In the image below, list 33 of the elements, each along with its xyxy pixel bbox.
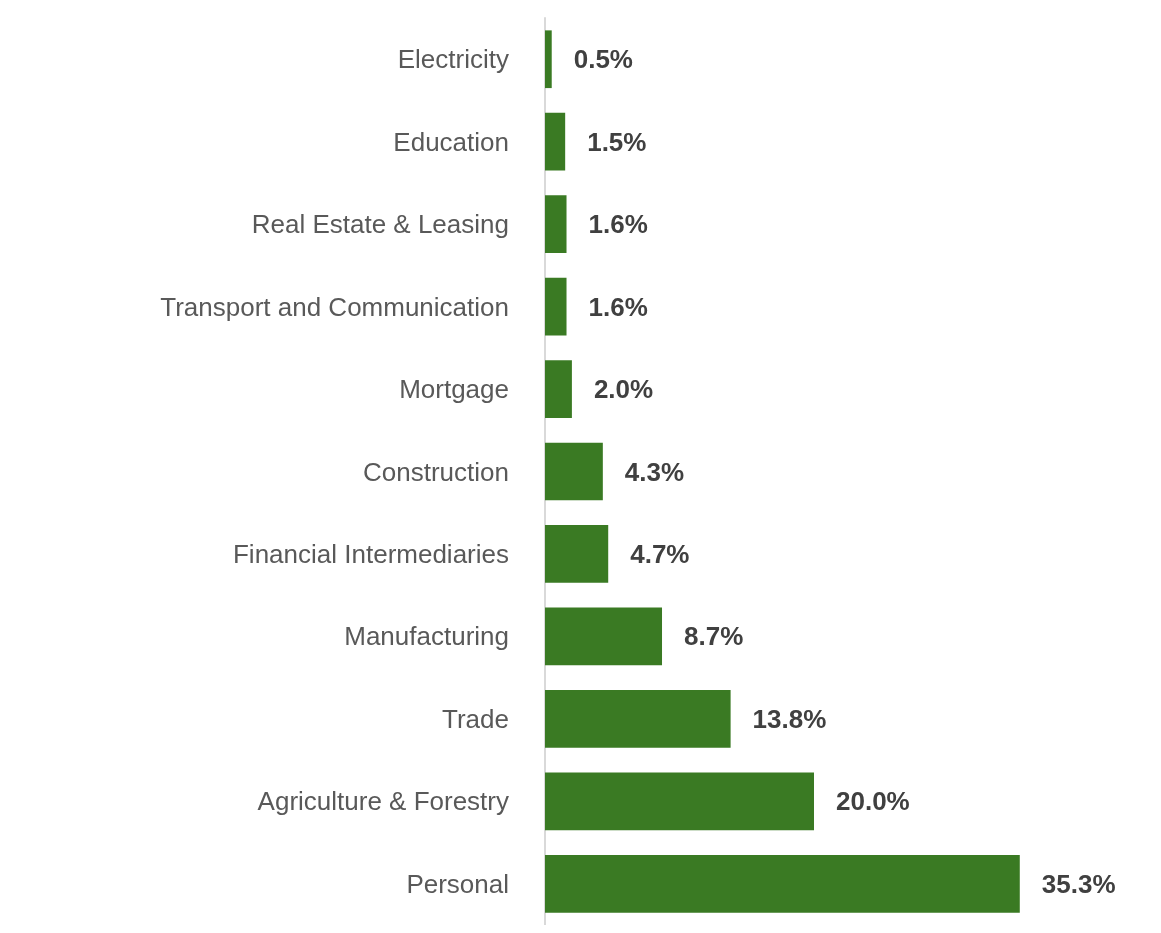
y-tick-label: Mortgage [399,374,509,405]
y-tick-label: Financial Intermediaries [232,538,509,569]
data-label: 1.6% [588,209,648,240]
y-tick-label: Transport and Communication [160,291,509,322]
data-label: 4.7% [630,538,690,569]
y-tick-label: Manufacturing [344,621,509,652]
bar [545,195,567,253]
data-label: 35.3% [1041,868,1116,899]
y-tick-label: Personal [406,868,509,899]
bar [545,112,566,171]
bar [545,277,567,336]
data-label: 1.6% [588,291,648,322]
bar [545,30,552,89]
bar [545,525,609,583]
bar [545,607,663,666]
bar [545,442,603,501]
data-label: 4.3% [624,456,685,487]
data-label: 20.0% [836,786,910,817]
y-tick-label: Construction [363,456,509,487]
bar [545,854,1020,913]
y-tick-label: Electricity [397,44,509,75]
bar [545,360,572,418]
data-label: 8.7% [684,621,744,652]
y-tick-label: Real Estate & Leasing [251,209,509,240]
data-label: 0.5% [573,44,633,75]
y-tick-label: Agriculture & Forestry [257,786,509,817]
y-tick-label: Trade [442,703,509,734]
data-label: 1.5% [587,126,647,157]
bar [545,690,731,748]
y-tick-label: Education [393,126,509,157]
data-label: 2.0% [593,374,654,405]
data-label: 13.8% [752,703,827,734]
bar [545,772,814,831]
